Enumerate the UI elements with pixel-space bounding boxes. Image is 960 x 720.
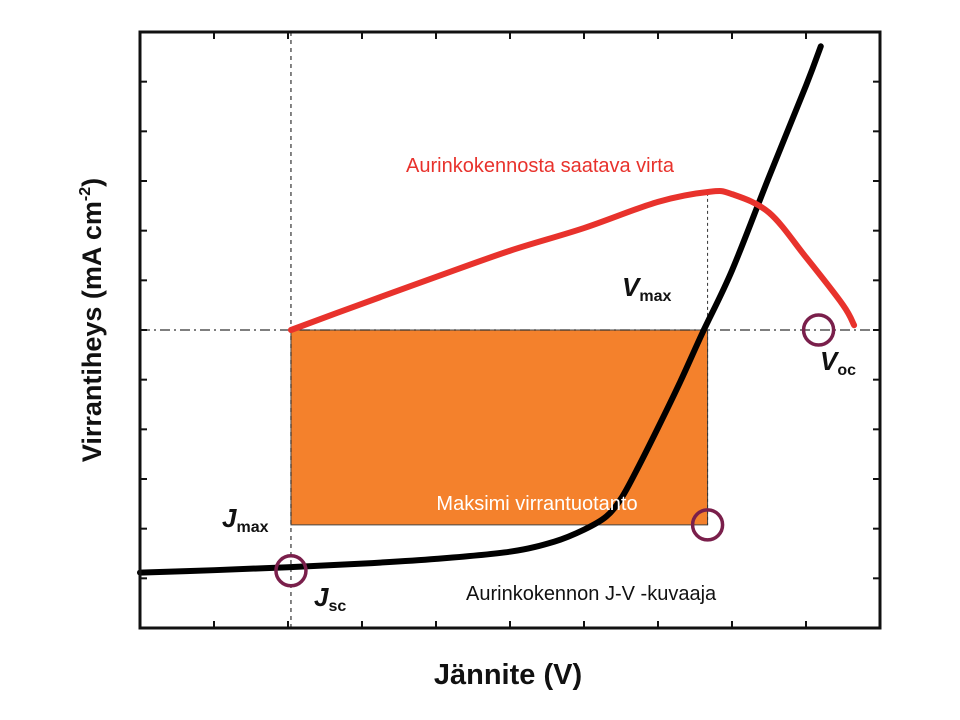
power-curve-line: [287, 187, 858, 333]
vmax-label: Vmax: [622, 272, 671, 305]
jv-curve-line: [137, 43, 824, 576]
x-axis-title: Jännite (V): [434, 659, 582, 691]
power-curve-annotation: Aurinkokennosta saatava virta: [406, 155, 675, 177]
jv-curve-annotation: Aurinkokennon J-V -kuvaaja: [466, 583, 717, 605]
y-axis-title: Virrantiheys (mA cm-2): [77, 178, 107, 462]
voc-label: Voc: [820, 346, 856, 379]
max-power-annotation: Maksimi virrantuotanto: [436, 493, 637, 515]
max-power-point-marker: [690, 508, 725, 542]
axis-ticks: [139, 31, 881, 629]
jmax-label: Jmax: [222, 503, 269, 536]
max-power-rectangle: [290, 329, 709, 526]
jsc-marker: [274, 554, 308, 588]
voc-marker: [801, 313, 836, 347]
jsc-label: Jsc: [314, 582, 346, 615]
